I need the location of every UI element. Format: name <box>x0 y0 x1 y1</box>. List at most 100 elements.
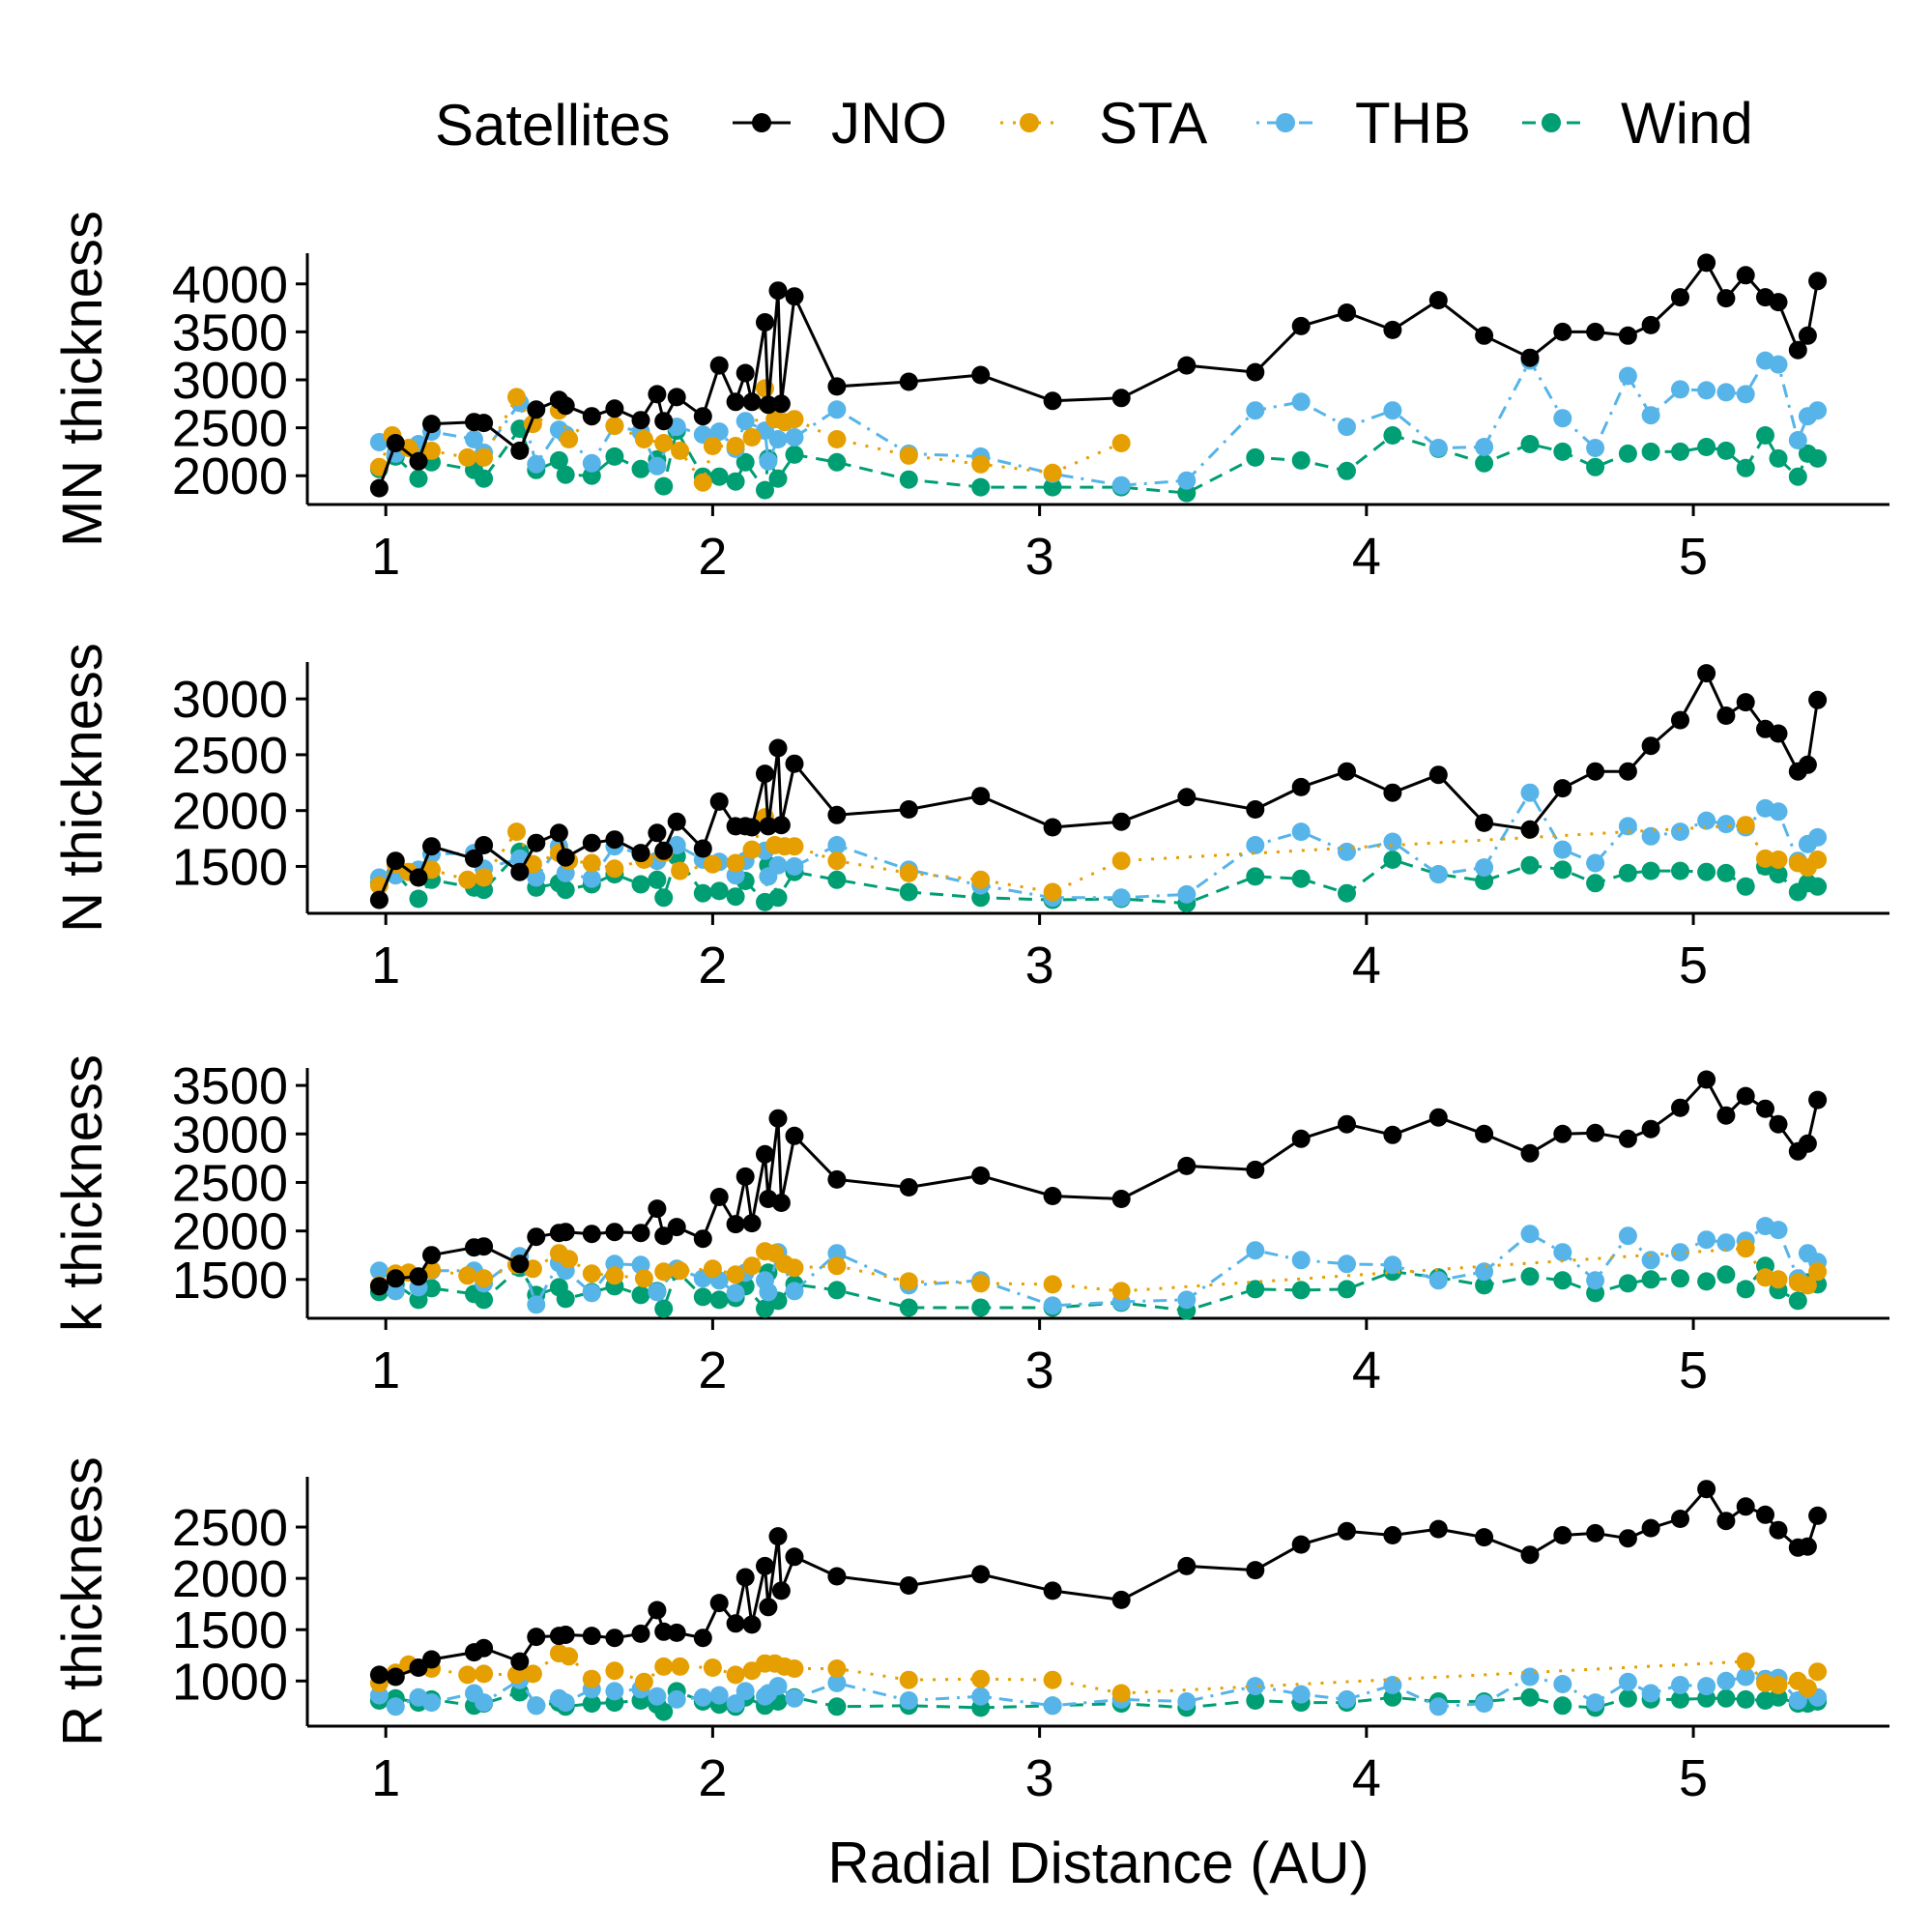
data-point <box>693 883 712 903</box>
data-point <box>703 1658 722 1677</box>
data-point <box>827 1281 847 1300</box>
data-point <box>693 1229 712 1249</box>
data-point <box>899 446 918 465</box>
data-point <box>1177 788 1197 807</box>
x-tick-label: 4 <box>1352 528 1381 586</box>
data-point <box>1769 851 1788 869</box>
data-point <box>605 1682 624 1701</box>
data-point <box>1671 1098 1689 1117</box>
x-axis-label: Radial Distance (AU) <box>827 1831 1369 1895</box>
data-point <box>1586 1123 1605 1142</box>
x-tick-label: 3 <box>1025 937 1054 995</box>
data-point <box>1808 1262 1828 1282</box>
data-point <box>582 1669 601 1688</box>
data-point <box>560 430 579 448</box>
data-point <box>971 1669 991 1688</box>
data-point <box>1111 1684 1131 1703</box>
data-point <box>1177 1692 1197 1711</box>
data-point <box>1475 1124 1494 1143</box>
data-point <box>1291 316 1311 335</box>
data-point <box>756 764 774 784</box>
series-line <box>378 1247 1819 1293</box>
data-point <box>475 868 494 887</box>
data-point <box>1671 710 1689 730</box>
data-point <box>1736 1667 1755 1687</box>
data-point <box>1641 1119 1660 1139</box>
data-point <box>422 1693 441 1713</box>
x-tick-label: 3 <box>1025 528 1054 586</box>
data-point <box>1736 266 1755 285</box>
data-point <box>1736 877 1755 896</box>
data-point <box>1671 1510 1689 1528</box>
data-point <box>648 823 667 843</box>
data-point <box>1716 1233 1736 1253</box>
data-point <box>1697 862 1716 881</box>
data-point <box>1338 461 1356 480</box>
data-point <box>742 818 762 837</box>
data-point <box>899 470 918 489</box>
data-point <box>1586 1271 1605 1290</box>
data-point <box>1553 442 1572 461</box>
data-point <box>409 1658 428 1677</box>
data-point <box>1697 1230 1716 1250</box>
data-point <box>1246 1280 1265 1299</box>
y-tick-label: 1500 <box>172 1601 288 1659</box>
data-point <box>735 363 755 383</box>
y-tick-label: 2000 <box>172 1203 288 1261</box>
data-point <box>605 417 624 436</box>
data-point <box>735 1682 755 1701</box>
data-point <box>458 447 477 467</box>
data-point <box>1618 1226 1637 1246</box>
data-point <box>703 1259 722 1279</box>
y-tick-label: 2000 <box>172 1550 288 1608</box>
data-point <box>1586 1283 1605 1303</box>
data-point <box>1769 1270 1788 1289</box>
data-point <box>1798 755 1817 774</box>
data-point <box>605 399 624 418</box>
data-point <box>1111 851 1131 871</box>
legend-title: Satellites <box>435 93 670 158</box>
data-point <box>1769 724 1788 743</box>
data-point <box>1618 444 1637 463</box>
legend: Satellites JNO STA THB Wind <box>435 91 1753 158</box>
data-point <box>1383 426 1402 445</box>
data-point <box>1618 1529 1637 1548</box>
data-point <box>1756 1505 1774 1524</box>
data-point <box>1520 1545 1540 1565</box>
data-point <box>556 880 575 900</box>
data-point <box>386 1697 405 1716</box>
data-point <box>510 441 530 460</box>
data-point <box>1618 863 1637 882</box>
data-point <box>1641 315 1660 334</box>
data-point <box>1671 1689 1689 1709</box>
data-point <box>693 473 712 492</box>
data-point <box>1246 800 1265 819</box>
data-point <box>648 385 667 404</box>
data-point <box>369 1261 389 1281</box>
data-point <box>582 407 601 426</box>
data-point <box>527 1295 546 1314</box>
data-point <box>648 1283 667 1302</box>
data-point <box>605 830 624 850</box>
series-line <box>378 672 1820 901</box>
data-point <box>631 875 650 894</box>
data-point <box>1716 383 1736 402</box>
x-tick-label: 5 <box>1679 937 1708 995</box>
data-point <box>1291 822 1311 842</box>
series-jno <box>369 664 1828 909</box>
data-point <box>1428 1271 1448 1290</box>
data-point <box>1769 1221 1788 1240</box>
data-point <box>1428 439 1448 457</box>
data-point <box>549 823 568 843</box>
data-point <box>726 853 745 873</box>
data-point <box>1769 1676 1788 1694</box>
data-point <box>709 881 729 901</box>
data-point <box>899 1178 918 1197</box>
data-point <box>756 313 774 332</box>
data-point <box>1383 851 1402 869</box>
data-point <box>1553 1675 1572 1693</box>
data-point <box>1736 1086 1755 1106</box>
data-point <box>709 792 729 811</box>
data-point <box>742 1615 762 1634</box>
